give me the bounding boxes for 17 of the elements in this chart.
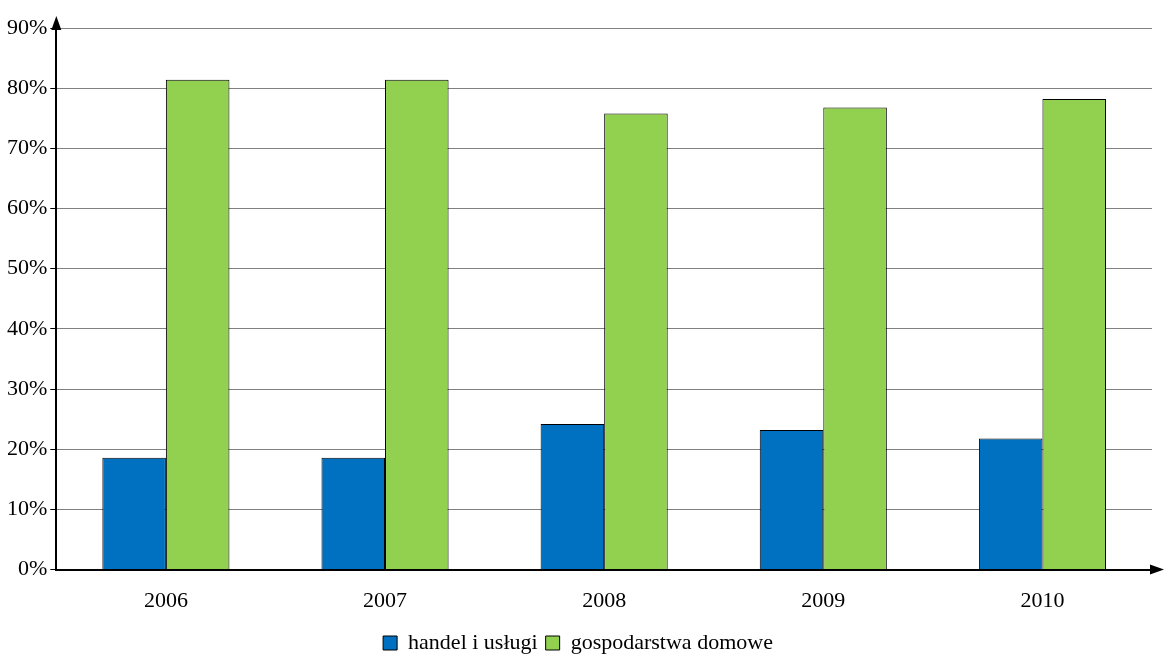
y-tick-label: 30%	[7, 374, 48, 400]
x-tick-label: 2007	[363, 586, 408, 612]
y-tick-label: 80%	[7, 73, 48, 99]
y-tick-label: 20%	[7, 435, 48, 461]
x-tick-label: 2010	[1020, 586, 1065, 612]
y-tick-label: 60%	[7, 194, 48, 220]
y-tick-label: 10%	[7, 495, 48, 521]
legend-label: gospodarstwa domowe	[570, 628, 773, 654]
x-tick-label: 2009	[801, 586, 846, 612]
y-tick-label: 70%	[7, 134, 48, 160]
legend-label: handel i usługi	[408, 628, 538, 654]
y-tick-label: 0%	[18, 555, 48, 581]
y-tick-label: 50%	[7, 254, 48, 280]
x-tick-label: 2008	[582, 586, 627, 612]
x-tick-label: 2006	[143, 586, 188, 612]
y-tick-label: 40%	[7, 314, 48, 340]
y-tick-label: 90%	[7, 13, 48, 39]
